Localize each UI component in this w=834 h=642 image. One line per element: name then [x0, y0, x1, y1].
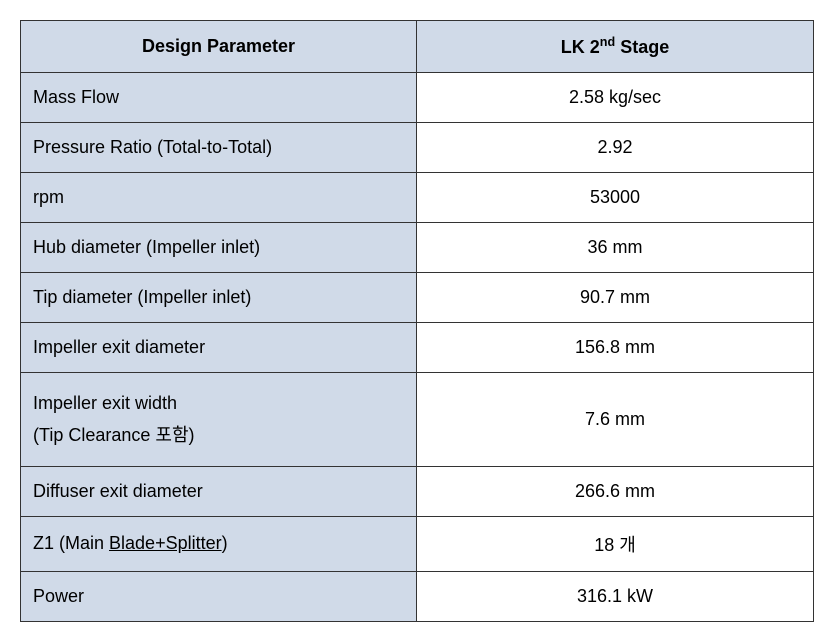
header-right: LK 2nd Stage — [417, 21, 813, 72]
row-label: Hub diameter (Impeller inlet) — [21, 223, 417, 272]
table-row: Hub diameter (Impeller inlet) 36 mm — [21, 223, 813, 273]
table-row: Impeller exit width(Tip Clearance 포함) 7.… — [21, 373, 813, 467]
table-row: Diffuser exit diameter 266.6 mm — [21, 467, 813, 517]
row-value: 7.6 mm — [417, 373, 813, 466]
row-value: 156.8 mm — [417, 323, 813, 372]
header-right-text: LK 2nd Stage — [561, 35, 669, 58]
table-row: Impeller exit diameter 156.8 mm — [21, 323, 813, 373]
row-label: Mass Flow — [21, 73, 417, 122]
row-value: 2.58 kg/sec — [417, 73, 813, 122]
row-label: Impeller exit width(Tip Clearance 포함) — [21, 373, 417, 466]
header-left-text: Design Parameter — [142, 36, 295, 57]
table-header-row: Design Parameter LK 2nd Stage — [21, 21, 813, 73]
row-label: rpm — [21, 173, 417, 222]
row-value: 2.92 — [417, 123, 813, 172]
table-row: Mass Flow 2.58 kg/sec — [21, 73, 813, 123]
header-left: Design Parameter — [21, 21, 417, 72]
row-value: 316.1 kW — [417, 572, 813, 621]
row-value: 266.6 mm — [417, 467, 813, 516]
table-row: Tip diameter (Impeller inlet) 90.7 mm — [21, 273, 813, 323]
row-label: Diffuser exit diameter — [21, 467, 417, 516]
design-parameter-table: Design Parameter LK 2nd Stage Mass Flow … — [20, 20, 814, 622]
table-row: Pressure Ratio (Total-to-Total) 2.92 — [21, 123, 813, 173]
row-label: Tip diameter (Impeller inlet) — [21, 273, 417, 322]
table-row: Power 316.1 kW — [21, 572, 813, 621]
row-value: 36 mm — [417, 223, 813, 272]
row-value: 53000 — [417, 173, 813, 222]
row-label: Impeller exit diameter — [21, 323, 417, 372]
row-value: 90.7 mm — [417, 273, 813, 322]
row-value: 18 개 — [417, 517, 813, 571]
row-label: Z1 (Main Blade+Splitter) — [21, 517, 417, 571]
table-row: rpm 53000 — [21, 173, 813, 223]
table-row: Z1 (Main Blade+Splitter) 18 개 — [21, 517, 813, 572]
row-label: Power — [21, 572, 417, 621]
row-label: Pressure Ratio (Total-to-Total) — [21, 123, 417, 172]
